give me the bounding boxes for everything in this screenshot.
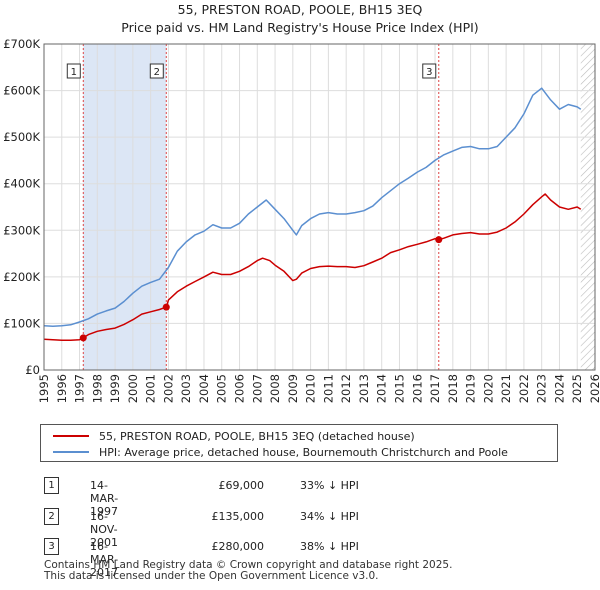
x-tick-label: 2013 <box>357 374 371 403</box>
x-tick-label: 2004 <box>197 374 211 403</box>
transaction-number: 1 <box>44 477 59 494</box>
x-tick-label: 2002 <box>161 374 175 403</box>
x-tick-label: 2017 <box>428 374 442 403</box>
x-tick-label: 2021 <box>499 374 513 403</box>
shaded-ownership-range <box>83 44 166 370</box>
footer-attribution: Contains HM Land Registry data © Crown c… <box>44 560 452 582</box>
x-tick-label: 2026 <box>588 374 600 403</box>
footer-line-licence: This data is licensed under the Open Gov… <box>44 571 452 582</box>
y-tick-label: £700K <box>3 37 40 51</box>
x-tick-label: 2007 <box>250 374 264 403</box>
y-tick-label: £300K <box>3 223 40 237</box>
legend-label-hpi: HPI: Average price, detached house, Bour… <box>99 446 508 459</box>
x-tick-label: 2010 <box>304 374 318 403</box>
sale-point <box>435 236 442 243</box>
sale-label: 3 <box>426 67 432 78</box>
x-tick-label: 2015 <box>392 374 406 403</box>
price-chart: 55, PRESTON ROAD, POOLE, BH15 3EQ Price … <box>0 0 600 420</box>
transaction-price: £135,000 <box>164 510 264 523</box>
legend-item-property: 55, PRESTON ROAD, POOLE, BH15 3EQ (detac… <box>53 428 415 444</box>
legend-label-property: 55, PRESTON ROAD, POOLE, BH15 3EQ (detac… <box>99 430 415 443</box>
x-tick-label: 2000 <box>126 374 140 403</box>
x-tick-label: 2003 <box>179 374 193 403</box>
transaction-number: 2 <box>44 508 59 525</box>
x-tick-label: 2005 <box>215 374 229 403</box>
y-tick-label: £100K <box>3 316 40 330</box>
y-tick-label: £600K <box>3 84 40 98</box>
x-tick-label: 2008 <box>268 374 282 403</box>
transaction-number: 3 <box>44 538 59 555</box>
transaction-hpi-diff: 33% ↓ HPI <box>300 479 359 492</box>
x-tick-label: 2009 <box>286 374 300 403</box>
x-tick-label: 2016 <box>410 374 424 403</box>
legend-item-hpi: HPI: Average price, detached house, Bour… <box>53 444 508 460</box>
x-tick-label: 1996 <box>55 374 69 403</box>
x-tick-label: 1999 <box>108 374 122 403</box>
sale-label: 1 <box>71 67 77 78</box>
x-tick-label: 2018 <box>446 374 460 403</box>
x-tick-label: 2020 <box>481 374 495 403</box>
x-tick-label: 2023 <box>535 374 549 403</box>
x-tick-label: 1997 <box>73 374 87 403</box>
transaction-price: £69,000 <box>164 479 264 492</box>
x-tick-label: 2001 <box>144 374 158 403</box>
x-tick-label: 2011 <box>321 374 335 403</box>
y-tick-label: £400K <box>3 177 40 191</box>
y-tick-label: £200K <box>3 270 40 284</box>
x-tick-label: 2006 <box>233 374 247 403</box>
transaction-hpi-diff: 34% ↓ HPI <box>300 510 359 523</box>
transaction-price: £280,000 <box>164 540 264 553</box>
transaction-hpi-diff: 38% ↓ HPI <box>300 540 359 553</box>
chart-legend: 55, PRESTON ROAD, POOLE, BH15 3EQ (detac… <box>40 424 558 462</box>
forecast-hatch-area <box>581 44 595 370</box>
sale-point <box>80 334 87 341</box>
x-tick-label: 2022 <box>517 374 531 403</box>
x-tick-label: 1998 <box>90 374 104 403</box>
sale-label: 2 <box>154 67 160 78</box>
chart-subtitle: Price paid vs. HM Land Registry's House … <box>121 20 478 35</box>
y-tick-label: £500K <box>3 130 40 144</box>
x-tick-label: 1995 <box>37 374 51 403</box>
sale-point <box>163 304 170 311</box>
x-tick-label: 2012 <box>339 374 353 403</box>
legend-swatch-property <box>53 435 89 437</box>
x-tick-label: 2024 <box>552 374 566 403</box>
x-tick-label: 2025 <box>570 374 584 403</box>
x-tick-label: 2014 <box>375 374 389 403</box>
x-tick-label: 2019 <box>464 374 478 403</box>
chart-title: 55, PRESTON ROAD, POOLE, BH15 3EQ <box>178 2 423 17</box>
legend-swatch-hpi <box>53 451 89 453</box>
